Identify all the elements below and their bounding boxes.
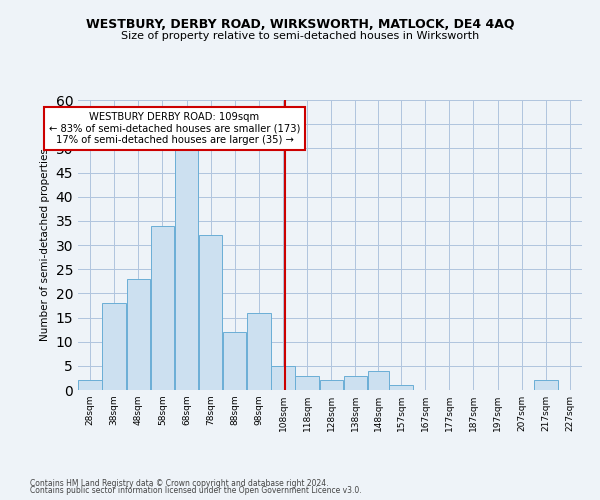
Bar (368, 370, 389, 390)
Bar (151, 226, 174, 390)
Bar (320, 380, 343, 390)
Bar (271, 366, 295, 390)
Bar (295, 376, 319, 390)
Text: WESTBURY DERBY ROAD: 109sqm
← 83% of semi-detached houses are smaller (173)
17% : WESTBURY DERBY ROAD: 109sqm ← 83% of sem… (49, 112, 300, 146)
Bar (247, 312, 271, 390)
Text: Size of property relative to semi-detached houses in Wirksworth: Size of property relative to semi-detach… (121, 31, 479, 41)
Text: WESTBURY, DERBY ROAD, WIRKSWORTH, MATLOCK, DE4 4AQ: WESTBURY, DERBY ROAD, WIRKSWORTH, MATLOC… (86, 18, 514, 30)
Bar (344, 376, 367, 390)
Bar (103, 303, 126, 390)
Text: Contains public sector information licensed under the Open Government Licence v3: Contains public sector information licen… (30, 486, 362, 495)
Bar (199, 236, 223, 390)
Bar (389, 385, 413, 390)
Y-axis label: Number of semi-detached properties: Number of semi-detached properties (40, 148, 50, 342)
Bar (175, 148, 198, 390)
Bar (127, 279, 150, 390)
Bar (534, 380, 557, 390)
Text: Contains HM Land Registry data © Crown copyright and database right 2024.: Contains HM Land Registry data © Crown c… (30, 478, 329, 488)
Bar (223, 332, 247, 390)
Bar (79, 380, 102, 390)
